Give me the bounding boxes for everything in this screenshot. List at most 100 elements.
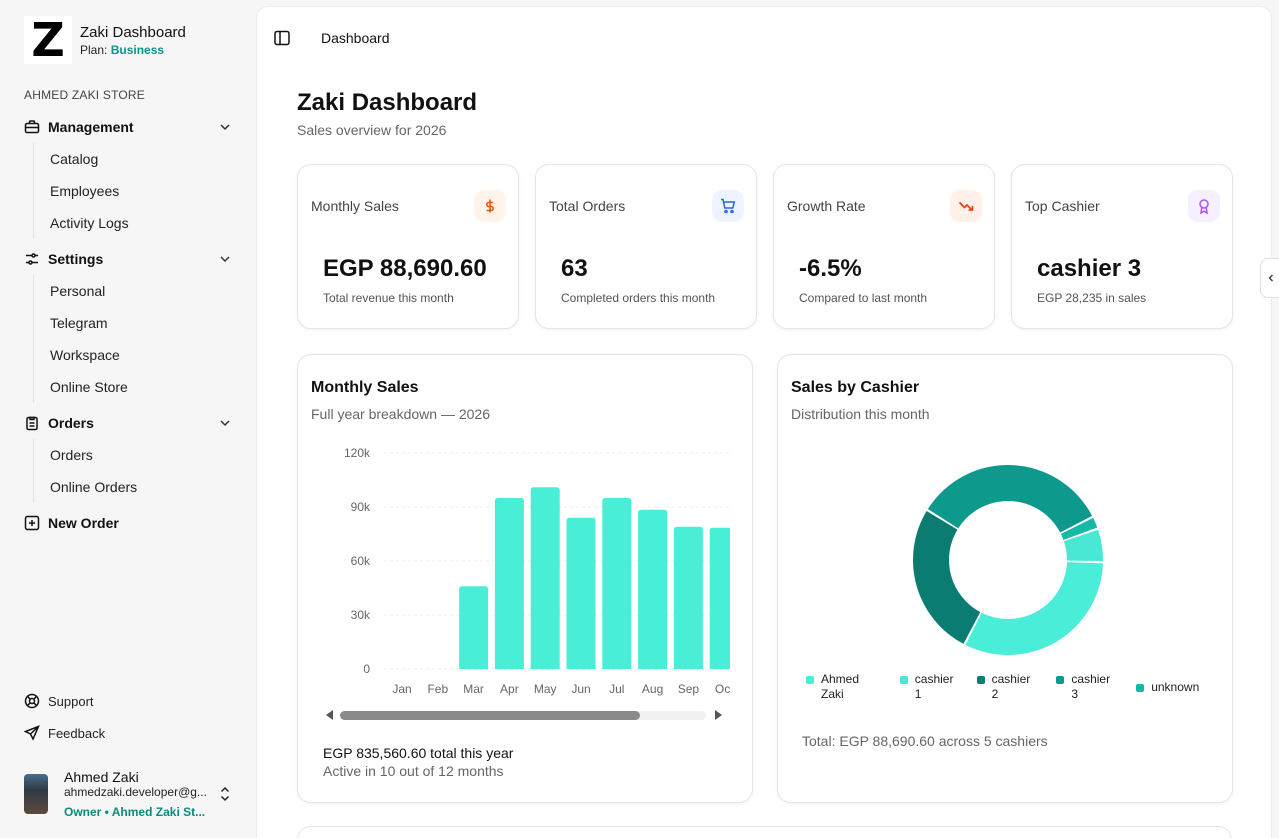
year-total: EGP 835,560.60 total this year bbox=[323, 745, 514, 761]
user-name: Ahmed Zaki bbox=[64, 769, 139, 785]
legend-label: unknown bbox=[1151, 680, 1200, 694]
nav-management-label: Management bbox=[48, 119, 134, 135]
kpi-note: Completed orders this month bbox=[561, 291, 716, 305]
x-tick-label: Mar bbox=[463, 682, 484, 696]
legend-item[interactable]: Ahmed Zaki bbox=[806, 672, 900, 702]
chevron-down-icon bbox=[220, 420, 230, 427]
plus-square-icon bbox=[24, 515, 40, 531]
card-title: Sales by Cashier bbox=[791, 379, 920, 396]
card-title: Monthly Sales bbox=[311, 379, 419, 396]
user-menu[interactable]: Ahmed Zaki ahmedzaki.developer@g... Owne… bbox=[24, 764, 244, 824]
kpi-note: Compared to last month bbox=[799, 291, 928, 305]
y-tick-label: 120k bbox=[344, 446, 371, 460]
sales-by-cashier-card: Sales by Cashier Distribution this month… bbox=[777, 354, 1233, 803]
bar-jun[interactable] bbox=[566, 517, 596, 669]
user-email: ahmedzaki.developer@g... bbox=[64, 785, 207, 799]
donut-chart-svg bbox=[913, 464, 1103, 655]
kpi-card-top-cashier: Top Cashier cashier 3 EGP 28,235 in sale… bbox=[1011, 164, 1233, 329]
y-tick-label: 90k bbox=[351, 500, 371, 514]
brand-logo: Z bbox=[24, 13, 72, 67]
avatar bbox=[24, 774, 48, 814]
bar-sep[interactable] bbox=[673, 526, 703, 669]
donut-slice-unknown[interactable] bbox=[1060, 517, 1098, 540]
bar-jul[interactable] bbox=[602, 498, 632, 669]
scroll-thumb[interactable] bbox=[340, 711, 640, 720]
legend-swatch bbox=[899, 676, 908, 684]
breadcrumb: Dashboard bbox=[321, 30, 390, 46]
legend-label: Ahmed Zaki bbox=[821, 672, 860, 701]
active-months: Active in 10 out of 12 months bbox=[323, 763, 504, 779]
kpi-label: Growth Rate bbox=[787, 198, 866, 214]
nav-item-online-store[interactable]: Online Store bbox=[50, 379, 128, 395]
plan-name: Business bbox=[110, 42, 165, 57]
bar-aug[interactable] bbox=[638, 509, 668, 669]
nav-new-order[interactable]: New Order bbox=[16, 507, 240, 539]
kpi-card-total-orders: Total Orders 63 Completed orders this mo… bbox=[535, 164, 757, 329]
legend-item[interactable]: unknown bbox=[1136, 680, 1216, 702]
scroll-left-icon[interactable] bbox=[326, 710, 333, 720]
legend-item[interactable]: cashier 2 bbox=[976, 672, 1057, 702]
life-buoy-icon bbox=[24, 693, 40, 709]
kpi-label: Total Orders bbox=[549, 198, 626, 214]
donut-slice-cashier-2[interactable] bbox=[913, 511, 981, 644]
x-tick-label: Apr bbox=[500, 682, 519, 696]
support-link[interactable]: Support bbox=[24, 693, 94, 709]
bar-mar[interactable] bbox=[459, 586, 489, 669]
sidebar: Z Zaki Dashboard Plan: Business AHMED ZA… bbox=[0, 0, 256, 838]
nav-item-workspace[interactable]: Workspace bbox=[50, 347, 120, 363]
cashier-total: Total: EGP 88,690.60 across 5 cashiers bbox=[802, 733, 1048, 749]
chart-scrollbar[interactable] bbox=[326, 708, 722, 722]
nav-item-activity-logs[interactable]: Activity Logs bbox=[50, 215, 129, 231]
kpi-note: Total revenue this month bbox=[323, 291, 454, 305]
sidebar-toggle-icon[interactable] bbox=[273, 29, 291, 47]
award-icon bbox=[1188, 190, 1220, 222]
nav-item-catalog[interactable]: Catalog bbox=[50, 151, 99, 167]
x-tick-label: Jan bbox=[392, 682, 411, 696]
x-tick-label: Feb bbox=[427, 682, 448, 696]
nav-item-employees[interactable]: Employees bbox=[50, 183, 120, 199]
kpi-label: Monthly Sales bbox=[311, 198, 399, 214]
donut-legend: Ahmed Zaki cashier 1 cashier 2 cashier 3 unknown bbox=[806, 672, 1216, 702]
nav-item-orders[interactable]: Orders bbox=[50, 447, 93, 463]
kpi-value: cashier 3 bbox=[1037, 255, 1142, 282]
bar-apr[interactable] bbox=[494, 498, 524, 669]
legend-swatch bbox=[1136, 684, 1145, 692]
scroll-right-icon[interactable] bbox=[715, 710, 722, 720]
legend-item[interactable]: cashier 3 bbox=[1056, 672, 1136, 702]
y-tick-label: 0 bbox=[363, 662, 370, 676]
kpi-label: Top Cashier bbox=[1025, 198, 1100, 214]
nav-settings[interactable]: Settings bbox=[16, 243, 240, 275]
briefcase-icon bbox=[24, 120, 40, 134]
nav-group-orders: Orders Orders Online Orders bbox=[16, 407, 240, 503]
donut-slice-cashier-3[interactable] bbox=[927, 464, 1093, 533]
legend-item[interactable]: cashier 1 bbox=[899, 672, 977, 702]
chevron-left-icon bbox=[1267, 274, 1273, 282]
nav-item-personal[interactable]: Personal bbox=[50, 283, 106, 299]
donut-slice-ahmed-zaki[interactable] bbox=[965, 562, 1103, 655]
legend-swatch bbox=[1056, 676, 1065, 684]
legend-label: cashier 1 bbox=[914, 672, 954, 701]
nav-orders[interactable]: Orders bbox=[16, 407, 240, 439]
nav-item-telegram[interactable]: Telegram bbox=[50, 315, 108, 331]
nav-new-order-label: New Order bbox=[48, 515, 119, 531]
donut-slice-cashier-1[interactable] bbox=[1063, 529, 1103, 562]
page-subtitle: Sales overview for 2026 bbox=[297, 122, 447, 138]
nav-group-settings: Settings Personal Telegram Workspace Onl… bbox=[16, 243, 240, 403]
legend-swatch bbox=[976, 676, 985, 684]
legend-swatch bbox=[806, 676, 814, 684]
brand-header[interactable]: Z Zaki Dashboard Plan: Business bbox=[24, 13, 186, 67]
brand-title: Zaki Dashboard bbox=[80, 23, 186, 41]
panel-toggle[interactable] bbox=[1260, 258, 1279, 298]
chevron-down-icon bbox=[220, 256, 230, 263]
legend-label: cashier 2 bbox=[991, 672, 1031, 701]
x-tick-label: Oct bbox=[715, 682, 730, 696]
nav-item-online-orders[interactable]: Online Orders bbox=[50, 479, 138, 495]
bar-oct[interactable] bbox=[709, 527, 739, 669]
kpi-value: EGP 88,690.60 bbox=[323, 255, 487, 282]
feedback-link[interactable]: Feedback bbox=[24, 725, 105, 741]
kpi-value: 63 bbox=[561, 255, 588, 282]
store-label: AHMED ZAKI STORE bbox=[24, 88, 145, 102]
bar-may[interactable] bbox=[530, 487, 560, 669]
dollar-icon bbox=[474, 190, 506, 222]
nav-management[interactable]: Management bbox=[16, 111, 240, 143]
